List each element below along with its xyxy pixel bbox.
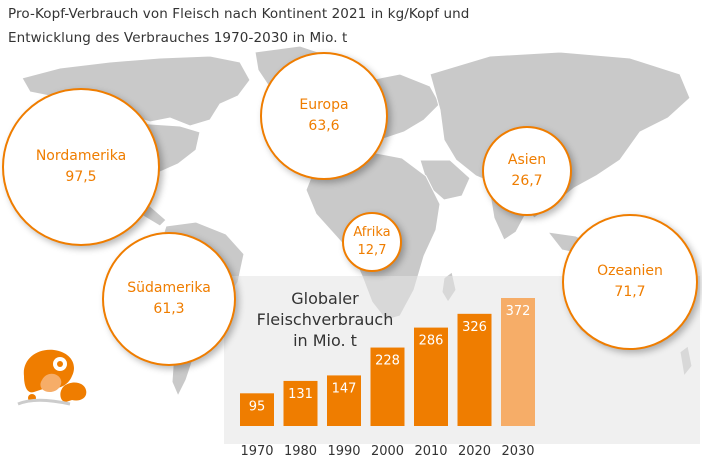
continent-value: 97,5: [65, 169, 97, 185]
continent-name: Südamerika: [127, 280, 211, 296]
continent-value: 63,6: [308, 118, 340, 134]
bar-value-label: 95: [249, 399, 266, 414]
x-tick-label: 1980: [284, 444, 317, 459]
meat-icon: [17, 349, 87, 406]
continent-name: Ozeanien: [597, 263, 663, 279]
x-tick-label: 2010: [414, 444, 447, 459]
bar-1970: [240, 393, 274, 426]
bar-value-label: 228: [375, 354, 400, 369]
bubble-afrika: Afrika 12,7: [342, 212, 402, 272]
title-line-2: Entwicklung des Verbrauches 1970-2030 in…: [8, 30, 348, 46]
bar-value-label: 147: [332, 381, 357, 396]
continent-value: 12,7: [357, 243, 387, 258]
x-tick-label: 2000: [371, 444, 404, 459]
bar-value-label: 326: [462, 320, 487, 335]
title-line-1: Pro-Kopf-Verbrauch von Fleisch nach Kont…: [8, 6, 470, 22]
x-tick-label: 1990: [327, 444, 360, 459]
bubble-suedamerika: Südamerika 61,3: [102, 232, 236, 366]
continent-value: 71,7: [614, 284, 646, 300]
continent-value: 26,7: [511, 173, 543, 189]
chart-title-line: Fleischverbrauch: [257, 310, 394, 329]
bubble-asien: Asien 26,7: [482, 126, 572, 216]
bar-2000: [370, 347, 405, 426]
x-tick-label: 1970: [240, 444, 273, 459]
bar-value-label: 286: [419, 334, 444, 349]
bar-2010: [414, 327, 448, 426]
continent-value: 61,3: [153, 301, 185, 317]
bubble-ozeanien: Ozeanien 71,7: [562, 214, 698, 350]
bar-2020: [457, 313, 492, 426]
bubble-europa: Europa 63,6: [260, 52, 388, 180]
chart-title: Globaler Fleischverbrauch in Mio. t: [257, 289, 394, 350]
bar-value-label: 131: [288, 387, 313, 402]
continent-name: Afrika: [353, 225, 391, 240]
chart-title-line: in Mio. t: [293, 331, 357, 350]
bar-1990: [327, 375, 361, 426]
chart-title-line: Globaler: [291, 289, 359, 308]
continent-name: Nordamerika: [35, 148, 127, 164]
bar-1980: [283, 380, 318, 426]
continent-name: Europa: [299, 97, 349, 113]
bar-2030: [501, 298, 535, 426]
bubble-nordamerika: Nordamerika 97,5: [2, 88, 160, 246]
bar-value-label: 372: [506, 304, 531, 319]
continent-name: Asien: [507, 152, 547, 168]
x-tick-label: 2020: [458, 444, 491, 459]
x-tick-label: 2030: [501, 444, 534, 459]
